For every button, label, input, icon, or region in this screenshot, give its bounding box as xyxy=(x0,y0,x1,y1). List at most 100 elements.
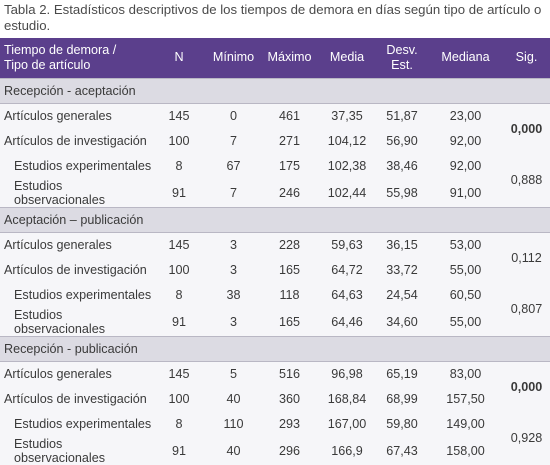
cell-desv: 38,46 xyxy=(376,153,428,179)
row-label: Artículos de investigación xyxy=(0,128,152,154)
row-label: Artículos de investigación xyxy=(0,386,152,412)
cell-n: 8 xyxy=(152,153,206,179)
row-label: Artículos generales xyxy=(0,232,152,258)
section-title: Aceptación – publicación xyxy=(0,206,550,233)
cell-mediana: 157,50 xyxy=(428,386,503,412)
table-row: Estudios experimentales 8 67 175 102,38 … xyxy=(0,153,550,207)
header-mediana: Mediana xyxy=(441,50,490,65)
header-media: Media xyxy=(329,50,365,65)
table-row: Estudios observacionales 91 7 246 102,44… xyxy=(0,178,550,207)
cell-n: 100 xyxy=(152,257,206,283)
cell-media: 102,44 xyxy=(318,178,376,207)
header-type: Tiempo de demora / Tipo de artículo xyxy=(0,38,152,78)
table-row: Artículos generales 145 3 228 59,63 36,1… xyxy=(0,232,550,283)
cell-media: 96,98 xyxy=(318,361,376,387)
row-label: Estudios experimentales xyxy=(0,411,152,437)
table-row: Estudios experimentales 8 38 118 64,63 2… xyxy=(0,282,550,336)
cell-desv: 67,43 xyxy=(376,436,428,465)
table-row: Estudios observacionales 91 40 296 166,9… xyxy=(0,436,550,465)
cell-n: 91 xyxy=(152,436,206,465)
row-label: Artículos generales xyxy=(0,361,152,387)
table-caption: Tabla 2. Estadísticos descriptivos de lo… xyxy=(4,2,542,33)
cell-media: 168,84 xyxy=(318,386,376,412)
cell-min: 0 xyxy=(206,103,261,129)
cell-mediana: 158,00 xyxy=(428,436,503,465)
row-label: Estudios observacionales xyxy=(0,307,152,336)
cell-max: 118 xyxy=(261,282,318,308)
cell-n: 145 xyxy=(152,361,206,387)
cell-max: 461 xyxy=(261,103,318,129)
cell-max: 165 xyxy=(261,307,318,336)
cell-mediana: 55,00 xyxy=(428,257,503,283)
cell-max: 516 xyxy=(261,361,318,387)
cell-max: 246 xyxy=(261,178,318,207)
cell-mediana: 53,00 xyxy=(428,232,503,258)
cell-desv: 33,72 xyxy=(376,257,428,283)
cell-mediana: 149,00 xyxy=(428,411,503,437)
cell-desv: 34,60 xyxy=(376,307,428,336)
cell-sig: 0,000 xyxy=(503,361,550,412)
header-row: Tiempo de demora / Tipo de artículo N Mín… xyxy=(0,38,550,78)
cell-mediana: 92,00 xyxy=(428,128,503,154)
stats-table: Tiempo de demora / Tipo de artículo N Mín… xyxy=(0,38,550,465)
cell-n: 91 xyxy=(152,307,206,336)
cell-sig: 0,112 xyxy=(503,232,550,283)
row-label: Estudios experimentales xyxy=(0,153,152,179)
cell-desv: 36,15 xyxy=(376,232,428,258)
cell-sig: 0,888 xyxy=(503,153,550,207)
section-row: Recepción - aceptación xyxy=(0,77,550,104)
cell-mediana: 92,00 xyxy=(428,153,503,179)
cell-min: 5 xyxy=(206,361,261,387)
table-row: Artículos de investigación 100 40 360 16… xyxy=(0,386,550,412)
header-minimo: Mínimo xyxy=(212,50,255,65)
header-type-line2: Tipo de artículo xyxy=(4,57,91,72)
cell-min: 3 xyxy=(206,232,261,258)
cell-min: 40 xyxy=(206,386,261,412)
header-desv-line2: Est. xyxy=(391,57,413,72)
table-row: Artículos de investigación 100 7 271 104… xyxy=(0,128,550,154)
cell-desv: 59,80 xyxy=(376,411,428,437)
row-label: Estudios experimentales xyxy=(0,282,152,308)
cell-desv: 55,98 xyxy=(376,178,428,207)
cell-mediana: 91,00 xyxy=(428,178,503,207)
header-type-line1: Tiempo de demora / xyxy=(4,42,117,57)
cell-media: 64,46 xyxy=(318,307,376,336)
cell-desv: 56,90 xyxy=(376,128,428,154)
cell-media: 102,38 xyxy=(318,153,376,179)
cell-sig: 0,807 xyxy=(503,282,550,336)
cell-min: 67 xyxy=(206,153,261,179)
cell-n: 145 xyxy=(152,232,206,258)
cell-min: 110 xyxy=(206,411,261,437)
cell-max: 175 xyxy=(261,153,318,179)
table-row: Estudios experimentales 8 110 293 167,00… xyxy=(0,411,550,465)
cell-min: 3 xyxy=(206,257,261,283)
section-title: Recepción - publicación xyxy=(0,335,550,362)
cell-n: 145 xyxy=(152,103,206,129)
cell-sig: 0,928 xyxy=(503,411,550,465)
cell-n: 91 xyxy=(152,178,206,207)
cell-max: 296 xyxy=(261,436,318,465)
header-desv: Desv. Est. xyxy=(376,38,428,78)
cell-media: 167,00 xyxy=(318,411,376,437)
header-n: N xyxy=(174,50,184,65)
cell-media: 104,12 xyxy=(318,128,376,154)
cell-min: 38 xyxy=(206,282,261,308)
row-label: Artículos de investigación xyxy=(0,257,152,283)
table-row: Artículos generales 145 5 516 96,98 65,1… xyxy=(0,361,550,412)
cell-n: 100 xyxy=(152,386,206,412)
table-row: Artículos de investigación 100 3 165 64,… xyxy=(0,257,550,283)
row-label: Estudios observacionales xyxy=(0,436,152,465)
section-row: Aceptación – publicación xyxy=(0,206,550,233)
cell-media: 166,9 xyxy=(318,436,376,465)
cell-mediana: 23,00 xyxy=(428,103,503,129)
cell-media: 59,63 xyxy=(318,232,376,258)
cell-max: 293 xyxy=(261,411,318,437)
cell-n: 8 xyxy=(152,282,206,308)
cell-max: 165 xyxy=(261,257,318,283)
header-sig: Sig. xyxy=(515,50,538,65)
cell-min: 3 xyxy=(206,307,261,336)
cell-mediana: 55,00 xyxy=(428,307,503,336)
cell-max: 228 xyxy=(261,232,318,258)
cell-desv: 51,87 xyxy=(376,103,428,129)
row-label: Artículos generales xyxy=(0,103,152,129)
